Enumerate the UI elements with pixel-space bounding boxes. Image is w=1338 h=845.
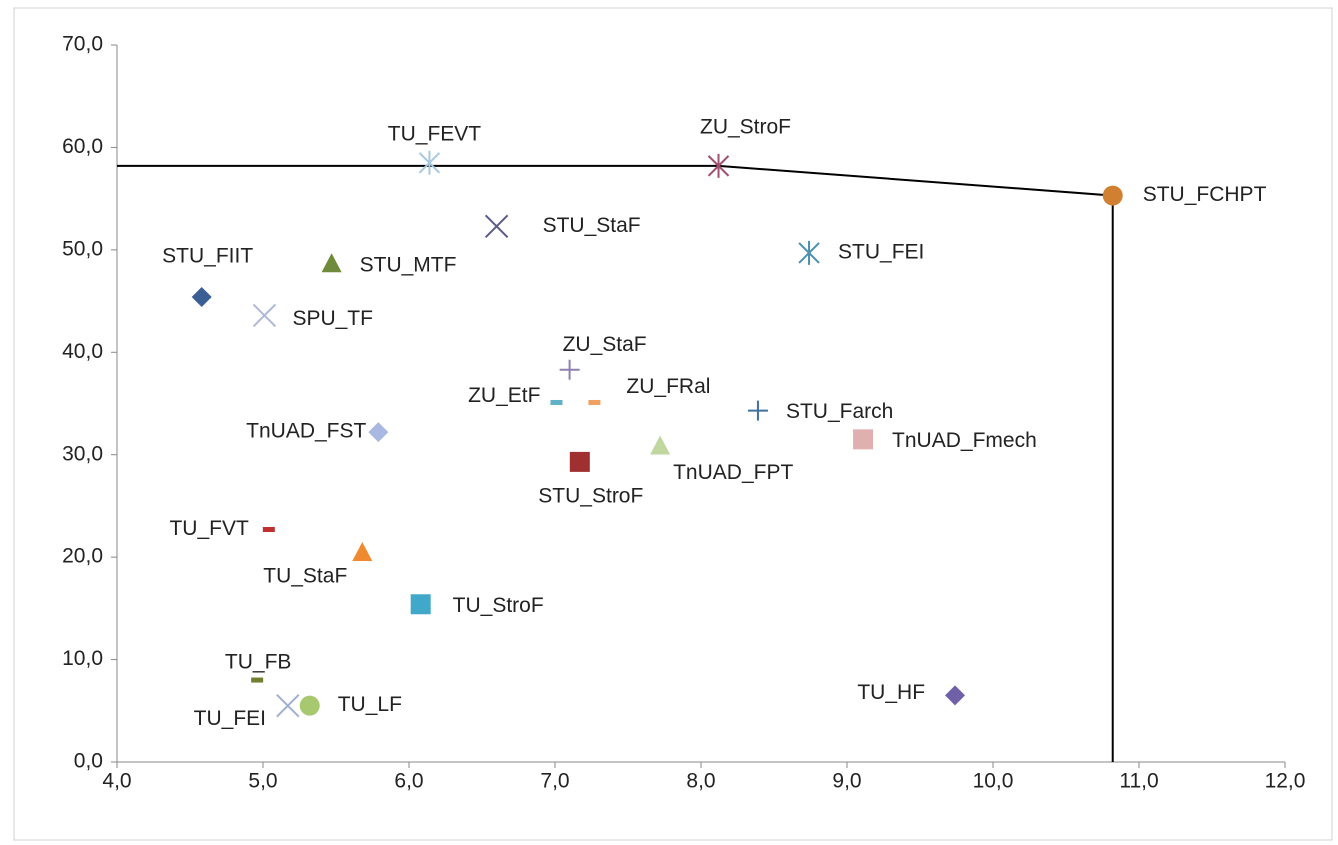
y-tick-label: 70,0 <box>62 33 103 56</box>
point-label: STU_StroF <box>538 484 643 507</box>
marker <box>252 303 277 328</box>
marker <box>747 400 768 421</box>
marker <box>550 399 563 405</box>
marker <box>853 429 874 450</box>
point-label: TU_FEI <box>194 707 266 730</box>
point-label: STU_FIIT <box>162 245 253 268</box>
marker <box>569 451 590 472</box>
point-label: STU_FCHPT <box>1143 183 1267 206</box>
point-label: STU_StaF <box>543 214 641 237</box>
x-tick-label: 8,0 <box>686 770 715 793</box>
y-tick-label: 10,0 <box>62 647 103 670</box>
marker <box>191 286 212 307</box>
point-label: TU_HF <box>857 681 925 704</box>
frontier-line <box>117 164 1114 762</box>
marker <box>484 214 509 239</box>
marker <box>410 594 431 615</box>
point-label: STU_MTF <box>360 254 457 277</box>
y-tick-label: 60,0 <box>62 135 103 158</box>
marker <box>352 542 373 562</box>
marker <box>262 526 275 532</box>
x-tick-label: 12,0 <box>1265 770 1306 793</box>
marker <box>321 253 342 273</box>
y-tick-label: 0,0 <box>74 750 103 773</box>
point-label: TnUAD_FST <box>246 420 366 443</box>
point-label: TU_FEVT <box>388 122 482 145</box>
point-label: TU_FB <box>225 651 292 674</box>
marker <box>1102 185 1123 206</box>
marker <box>650 435 671 455</box>
marker <box>276 693 300 718</box>
point-label: TnUAD_Fmech <box>892 429 1037 452</box>
x-tick-label: 4,0 <box>102 770 131 793</box>
point-label: STU_Farch <box>786 400 893 423</box>
marker <box>588 399 601 405</box>
marker <box>251 677 264 683</box>
marker <box>945 685 966 706</box>
marker <box>798 240 820 265</box>
marker <box>299 695 320 716</box>
x-tick-label: 7,0 <box>540 770 569 793</box>
x-tick-label: 6,0 <box>394 770 423 793</box>
point-label: ZU_StroF <box>700 115 791 138</box>
point-label: ZU_EtF <box>468 384 540 407</box>
point-label: ZU_StaF <box>563 333 647 356</box>
point-label: TnUAD_FPT <box>673 461 793 484</box>
point-label: TU_StaF <box>263 565 347 588</box>
point-label: SPU_TF <box>292 307 373 330</box>
chart-frame <box>13 7 1333 841</box>
x-tick-label: 9,0 <box>832 770 861 793</box>
y-tick-label: 20,0 <box>62 545 103 568</box>
x-tick-label: 10,0 <box>973 770 1014 793</box>
marker <box>559 359 580 380</box>
point-label: TU_FVT <box>169 517 249 540</box>
y-tick-label: 30,0 <box>62 442 103 465</box>
x-tick-label: 11,0 <box>1119 770 1158 793</box>
point-label: TU_LF <box>338 693 402 716</box>
y-tick-label: 40,0 <box>62 340 103 363</box>
point-label: STU_FEI <box>838 240 924 263</box>
point-label: ZU_FRal <box>626 375 710 398</box>
marker <box>418 150 441 175</box>
marker <box>707 153 730 178</box>
y-tick-label: 50,0 <box>62 237 103 260</box>
point-label: TU_StroF <box>453 594 544 617</box>
marker <box>368 422 389 443</box>
x-tick-label: 5,0 <box>248 770 277 793</box>
